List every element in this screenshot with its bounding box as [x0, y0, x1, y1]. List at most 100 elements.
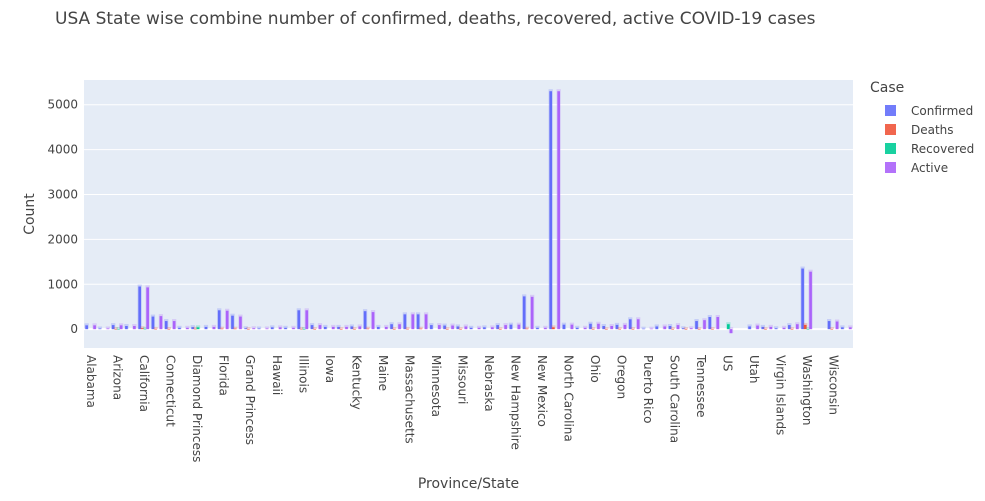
- x-tick-label: Washington: [800, 355, 814, 426]
- bar-confirmed: [761, 326, 765, 330]
- x-tick-label: Illinois: [296, 355, 310, 393]
- bar-confirmed: [164, 321, 168, 330]
- bar-halo: [193, 326, 198, 330]
- bar-halo: [251, 326, 256, 330]
- x-tick-label: Florida: [217, 355, 231, 396]
- bar-active: [689, 328, 693, 330]
- bar-active: [663, 326, 667, 330]
- bar-active: [729, 329, 733, 334]
- bar-active: [451, 325, 454, 330]
- bar-halo: [543, 325, 548, 330]
- bar-confirmed: [774, 328, 778, 330]
- bar-recovered: [302, 329, 306, 330]
- bar-confirmed: [469, 327, 473, 330]
- bar-active: [318, 325, 322, 330]
- bar-active: [610, 326, 614, 330]
- bar-deaths: [392, 329, 396, 330]
- bar-active: [172, 321, 176, 330]
- bar-deaths: [339, 329, 343, 330]
- bar-deaths: [697, 329, 701, 330]
- x-tick-label: Grand Princess: [243, 355, 257, 445]
- x-tick-label: Puerto Rico: [641, 355, 655, 423]
- bar-deaths: [114, 329, 118, 330]
- bar-active: [504, 325, 507, 330]
- chart-title: USA State wise combine number of confirm…: [55, 9, 816, 29]
- bar-halo: [185, 325, 190, 330]
- bar-halo: [166, 327, 171, 330]
- bar-confirmed: [297, 310, 301, 330]
- bar-confirmed: [416, 314, 420, 330]
- bar-active: [769, 326, 773, 330]
- bar-confirmed: [748, 326, 751, 330]
- bar-confirmed: [655, 326, 659, 330]
- bar-deaths: [233, 328, 237, 330]
- legend-label-active: Active: [911, 160, 949, 175]
- bar-confirmed: [522, 296, 526, 330]
- legend-swatch-deaths: [885, 124, 896, 135]
- bar-recovered: [117, 329, 120, 330]
- bar-deaths: [366, 328, 370, 330]
- bar-active: [597, 323, 600, 330]
- legend-label-recovered: Recovered: [911, 141, 975, 156]
- x-tick-label: Massachusetts: [402, 355, 416, 444]
- bar-confirmed: [827, 321, 831, 330]
- bar-halo: [113, 327, 118, 330]
- y-tick-label: 1000: [47, 277, 78, 291]
- legend-item-deaths[interactable]: Deaths: [870, 120, 974, 139]
- x-tick-label: New Mexico: [535, 355, 549, 427]
- bar-halo: [392, 327, 397, 330]
- bar-halo: [365, 326, 370, 330]
- bar-halo: [535, 325, 540, 330]
- bar-confirmed: [575, 327, 579, 330]
- bar-halo: [551, 325, 556, 330]
- bar-halo: [142, 326, 148, 330]
- legend-swatch-recovered: [885, 143, 896, 154]
- bar-confirmed: [549, 91, 553, 330]
- bar-active: [491, 327, 494, 330]
- bar-deaths: [605, 329, 608, 330]
- x-axis-title: Province/State: [418, 476, 519, 492]
- bar-confirmed: [284, 327, 287, 330]
- x-tick-label: Tennessee: [694, 354, 708, 418]
- bar-deaths: [419, 328, 423, 330]
- bar-halo: [630, 327, 636, 330]
- bar-confirmed: [642, 328, 645, 330]
- bar-active: [676, 325, 680, 330]
- bar-confirmed: [244, 328, 248, 330]
- bar-active: [331, 326, 335, 330]
- bar-confirmed: [483, 327, 486, 330]
- bar-active: [424, 314, 428, 330]
- x-tick-label: Hawaii: [270, 355, 284, 395]
- bar-halo: [476, 325, 482, 330]
- bar-halo: [278, 325, 283, 330]
- bar-active: [477, 327, 481, 330]
- bar-deaths: [711, 329, 714, 330]
- bar-halo: [246, 327, 251, 330]
- legend-item-recovered[interactable]: Recovered: [870, 139, 974, 158]
- bar-confirmed: [695, 321, 698, 330]
- bar-halo: [681, 326, 686, 330]
- bar-confirmed: [191, 327, 195, 330]
- legend-item-confirmed[interactable]: Confirmed: [870, 101, 974, 120]
- x-tick-label: Kentucky: [349, 355, 363, 410]
- bar-confirmed: [841, 327, 844, 330]
- bar-deaths: [552, 327, 555, 330]
- bar-active: [544, 327, 547, 330]
- bar-active: [119, 325, 123, 330]
- bar-confirmed: [310, 325, 314, 330]
- x-tick-label: Ohio: [588, 355, 602, 383]
- bar-recovered: [806, 329, 810, 330]
- bar-active: [636, 319, 640, 330]
- x-tick-label: Missouri: [455, 355, 469, 404]
- bar-deaths: [141, 328, 144, 330]
- bar-halo: [498, 327, 503, 330]
- bar-active: [835, 321, 839, 330]
- bar-active: [239, 316, 242, 330]
- bar-active: [438, 325, 441, 330]
- legend-item-active[interactable]: Active: [870, 158, 974, 177]
- bar-confirmed: [231, 315, 234, 330]
- plot-background: [84, 80, 853, 348]
- bar-halo: [153, 326, 158, 330]
- bar-confirmed: [363, 311, 367, 330]
- bar-halo: [583, 325, 588, 330]
